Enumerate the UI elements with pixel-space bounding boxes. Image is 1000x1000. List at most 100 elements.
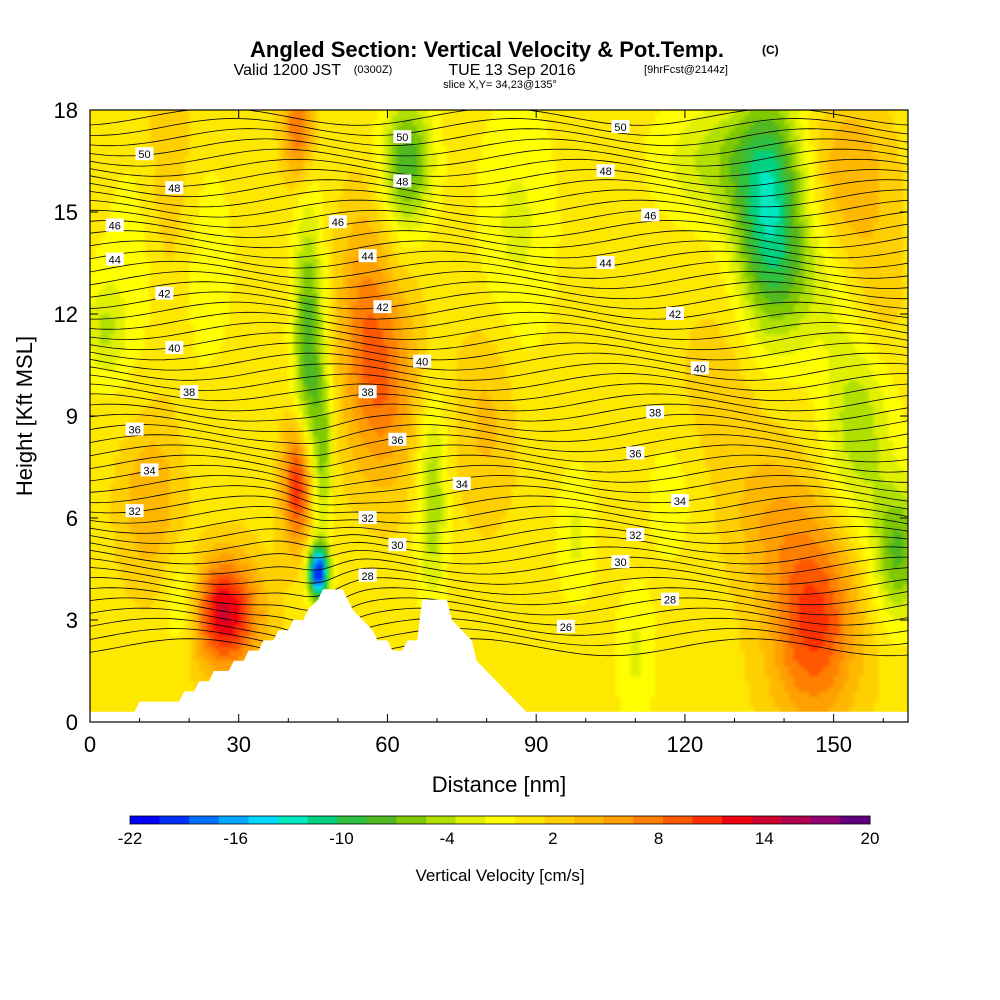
colorbar-swatch <box>633 816 664 824</box>
theta-contour-line <box>90 240 908 259</box>
theta-contour-line <box>90 607 908 638</box>
contour-label-bg <box>165 341 184 354</box>
contour-label-bg <box>328 215 347 229</box>
theta-contour-line <box>90 148 908 167</box>
theta-contour-line <box>90 587 908 611</box>
theta-contour-line <box>90 505 908 524</box>
colorbar-swatch <box>603 816 634 824</box>
theta-contour-line <box>90 536 908 555</box>
colorbar-swatch <box>218 816 249 824</box>
contour-label: 48 <box>599 166 611 178</box>
theta-contour-line <box>90 556 908 575</box>
contour-label-bg <box>596 256 615 269</box>
theta-contour-line <box>90 526 908 544</box>
x-tick-label: 150 <box>815 732 852 757</box>
theta-contour-line <box>90 566 908 585</box>
contour-label: 28 <box>664 595 676 607</box>
theta-contour-line <box>90 628 908 662</box>
theta-contour-line <box>90 362 908 381</box>
contour-label: 48 <box>168 183 180 195</box>
y-axis-label: Height [Kft MSL] <box>12 336 37 496</box>
contour-label: 38 <box>183 387 195 399</box>
contour-label-bg <box>105 218 124 232</box>
contour-label-bg <box>596 164 615 178</box>
contour-label-bg <box>358 249 377 263</box>
contour-label-bg <box>665 307 684 320</box>
theta-contour-line <box>90 597 908 625</box>
colorbar-swatch <box>278 816 308 824</box>
theta-contour-line <box>90 577 908 598</box>
title-valid-date: TUE 13 Sep 2016 <box>448 62 575 79</box>
contour-label-bg <box>626 446 645 460</box>
contour-label: 50 <box>138 149 150 161</box>
contour-label: 44 <box>361 251 373 263</box>
theta-contours <box>90 110 908 672</box>
contour-label-bg <box>646 405 665 419</box>
contour-label-bg <box>626 528 645 541</box>
colorbar-swatch <box>514 816 545 824</box>
contour-label: 36 <box>128 425 140 437</box>
contour-label: 40 <box>168 343 180 355</box>
contour-label-bg <box>373 300 392 314</box>
colorbar-frame <box>129 815 871 825</box>
contour-label-bg <box>358 385 377 399</box>
contour-label: 34 <box>143 465 155 477</box>
theta-contour-line <box>90 444 908 468</box>
contour-label: 32 <box>361 513 373 525</box>
theta-contour-line <box>90 291 908 310</box>
vertical-velocity-heatmap <box>90 110 908 722</box>
contour-label-bg <box>556 619 575 633</box>
title-valid-prefix: Valid 1200 JST <box>234 62 342 79</box>
y-tick-label: 0 <box>66 710 78 735</box>
theta-contour-line <box>90 138 908 157</box>
contour-label-bg <box>611 555 630 569</box>
contour-label: 34 <box>456 479 468 491</box>
x-tick-label: 90 <box>524 732 548 757</box>
colorbar-tick-label: -10 <box>329 829 354 848</box>
x-tick-label: 30 <box>226 732 250 757</box>
contour-label-bg <box>165 181 184 195</box>
colorbar-title: Vertical Velocity [cm/s] <box>415 866 584 885</box>
contour-label: 30 <box>391 540 403 552</box>
colorbar-swatch <box>544 816 575 824</box>
theta-contour-line <box>90 352 908 371</box>
theta-contour-line <box>90 220 908 238</box>
y-tick-label: 18 <box>54 98 78 123</box>
colorbar-swatch <box>307 816 338 824</box>
theta-contour-line <box>90 515 908 534</box>
contour-label-bg <box>641 208 660 222</box>
colorbar-swatch <box>366 816 397 824</box>
theta-contour-line <box>90 118 908 136</box>
contour-label: 38 <box>361 387 373 399</box>
x-tick-label: 60 <box>375 732 399 757</box>
colorbar-swatch <box>189 816 220 824</box>
contour-label: 42 <box>669 309 681 321</box>
theta-contour-labels: 26 28 28 30 30 32 32 32 34 34 34 36 36 36 38 38 38 40 40 40… <box>105 120 709 634</box>
contour-label-bg <box>105 252 124 266</box>
contour-label: 50 <box>396 132 408 144</box>
theta-contour-line <box>90 342 908 361</box>
contour-label-bg <box>690 361 709 375</box>
title-slice: slice X,Y= 34,23@135° <box>443 79 557 91</box>
colorbar: -22 -16 -10 -4 2 8 14 20 <box>118 815 880 848</box>
theta-contour-line <box>90 413 908 432</box>
contour-label: 48 <box>396 176 408 188</box>
contour-label-bg <box>661 592 680 606</box>
theta-contour-line <box>90 260 908 279</box>
theta-contour-line <box>90 189 908 208</box>
theta-contour-line <box>90 546 908 565</box>
contour-label-bg <box>358 568 377 582</box>
theta-contour-line <box>90 271 908 289</box>
colorbar-swatch <box>485 816 516 824</box>
contour-label-bg <box>180 385 199 399</box>
theta-contour-line <box>90 301 908 320</box>
contour-label: 30 <box>614 557 626 569</box>
colorbar-swatch <box>751 816 782 824</box>
title-valid-zulu: (0300Z) <box>354 64 393 76</box>
colorbar-tick-label: -4 <box>440 829 455 848</box>
y-tick-label: 12 <box>54 302 78 327</box>
theta-contour-line <box>90 311 908 330</box>
colorbar-tick-label: 20 <box>861 829 880 848</box>
